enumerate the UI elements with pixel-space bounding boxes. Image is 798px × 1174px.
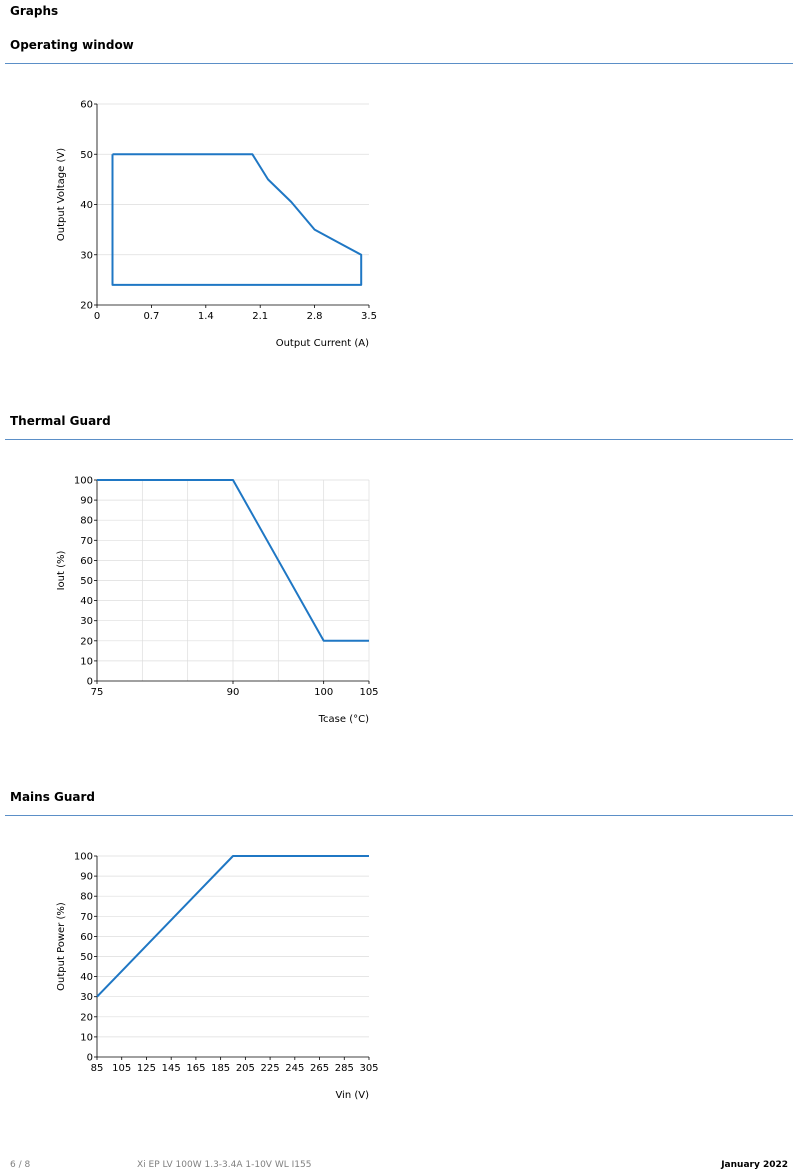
y-tick-label: 20 — [80, 636, 93, 647]
x-tick-label: 185 — [211, 1063, 230, 1074]
x-tick-label: 125 — [137, 1063, 156, 1074]
x-tick-label: 0.7 — [143, 311, 159, 322]
y-tick-label: 0 — [87, 677, 93, 688]
x-tick-label: 305 — [359, 1063, 378, 1074]
y-tick-label: 40 — [80, 596, 93, 607]
y-tick-label: 30 — [80, 250, 93, 261]
y-axis-label: Output Power (%) — [56, 902, 67, 991]
x-tick-label: 245 — [285, 1063, 304, 1074]
x-axis-label: Vin (V) — [335, 1090, 369, 1101]
x-tick-label: 225 — [261, 1063, 280, 1074]
page-heading: Graphs — [10, 4, 59, 18]
y-tick-label: 40 — [80, 972, 93, 983]
x-tick-label: 165 — [186, 1063, 205, 1074]
y-tick-label: 20 — [80, 301, 93, 312]
chart-operating-window: 20 30 40 50 60 0 0.7 1.4 2.1 2.8 3.5 Output Current… — [56, 100, 377, 350]
series-line — [96, 855, 369, 998]
footer-product-name: Xi EP LV 100W 1.3-3.4A 1-10V WL I155 — [137, 1160, 312, 1170]
x-tick-label: 1.4 — [198, 311, 214, 322]
x-axis-label: Tcase (°C) — [318, 714, 369, 725]
section-divider — [5, 815, 793, 816]
y-tick-label: 70 — [80, 536, 93, 547]
y-tick-label: 100 — [74, 476, 93, 487]
y-tick-label: 80 — [80, 892, 93, 903]
x-tick-label: 205 — [236, 1063, 255, 1074]
y-tick-label: 100 — [74, 852, 93, 863]
y-tick-label: 50 — [80, 150, 93, 161]
x-tick-label: 3.5 — [361, 311, 377, 322]
footer-page-number: 6 / 8 — [10, 1160, 31, 1170]
y-tick-label: 40 — [80, 200, 93, 211]
footer-date: January 2022 — [721, 1160, 788, 1170]
y-tick-label: 80 — [80, 516, 93, 527]
y-tick-label: 10 — [80, 1032, 93, 1043]
y-tick-label: 20 — [80, 1012, 93, 1023]
series-line — [111, 153, 363, 286]
y-axis-label: Iout (%) — [56, 550, 67, 590]
x-tick-label: 265 — [310, 1063, 329, 1074]
x-tick-label: 2.1 — [252, 311, 268, 322]
x-tick-label: 105 — [112, 1063, 131, 1074]
y-tick-label: 30 — [80, 992, 93, 1003]
series-line — [97, 479, 369, 642]
y-tick-label: 50 — [80, 576, 93, 587]
x-axis-label: Output Current (A) — [276, 338, 369, 349]
x-tick-label: 90 — [227, 687, 240, 698]
y-tick-label: 30 — [80, 616, 93, 627]
x-tick-label: 145 — [162, 1063, 181, 1074]
y-tick-label: 90 — [80, 496, 93, 507]
x-tick-label: 105 — [359, 687, 378, 698]
x-tick-label: 2.8 — [307, 311, 323, 322]
x-tick-label: 100 — [314, 687, 333, 698]
section-divider — [5, 63, 793, 64]
section-divider — [5, 439, 793, 440]
y-tick-label: 10 — [80, 656, 93, 667]
y-tick-label: 60 — [80, 932, 93, 943]
x-tick-label: 85 — [91, 1063, 104, 1074]
section-title-thermal-guard: Thermal Guard — [10, 414, 111, 428]
y-tick-label: 0 — [87, 1053, 93, 1064]
chart-thermal-guard: 0 10 20 30 40 50 60 70 80 90 100 75 90 100 105 Tcase (°… — [56, 476, 379, 726]
section-title-mains-guard: Mains Guard — [10, 790, 96, 804]
y-tick-label: 70 — [80, 912, 93, 923]
x-tick-label: 285 — [335, 1063, 354, 1074]
y-tick-label: 60 — [80, 556, 93, 567]
x-tick-label: 0 — [94, 311, 100, 322]
y-axis-label: Output Voltage (V) — [56, 148, 67, 241]
chart-mains-guard: 0 10 20 30 40 50 60 70 80 90 100 85 105 125 145 165 185 2… — [56, 852, 379, 1102]
section-title-operating-window: Operating window — [10, 38, 134, 52]
y-tick-label: 50 — [80, 952, 93, 963]
x-tick-label: 75 — [91, 687, 104, 698]
y-tick-label: 60 — [80, 100, 93, 111]
y-tick-label: 90 — [80, 872, 93, 883]
